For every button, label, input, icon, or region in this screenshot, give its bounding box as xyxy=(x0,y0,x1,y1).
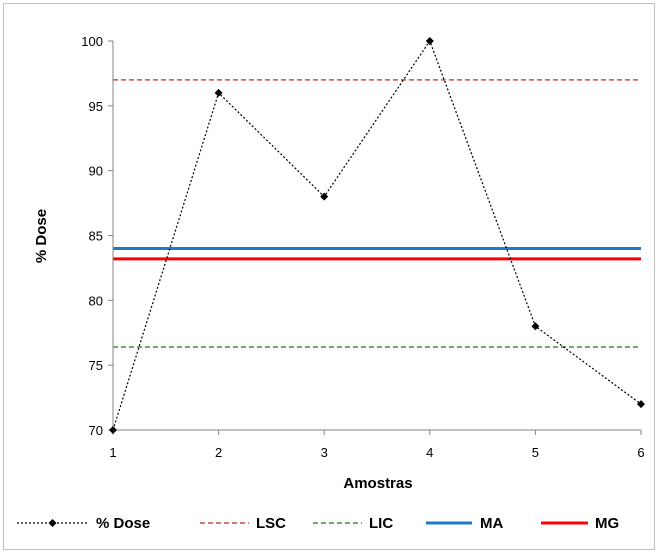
legend-label: % Dose xyxy=(96,515,150,532)
y-tick-label: 70 xyxy=(89,423,103,438)
reference-lines xyxy=(113,79,641,348)
legend-item-lsc: LSC xyxy=(200,515,286,532)
dose-point xyxy=(637,400,645,409)
legend-label: MG xyxy=(595,515,619,532)
chart-frame xyxy=(3,3,655,550)
dose-point xyxy=(320,192,329,201)
dose-point xyxy=(531,322,540,331)
x-tick-label: 3 xyxy=(321,445,328,460)
legend: % Dose LSC LIC MA MG xyxy=(17,515,619,532)
legend-label: LIC xyxy=(369,515,393,532)
legend-item-ma: MA xyxy=(426,515,503,532)
dose-point xyxy=(425,37,434,45)
dose-line xyxy=(112,39,642,431)
x-axis-title: Amostras xyxy=(343,475,412,492)
legend-label: LSC xyxy=(256,515,286,532)
x-tick-label: 2 xyxy=(215,445,222,460)
legend-marker xyxy=(48,519,57,527)
dose-point xyxy=(109,426,117,434)
y-tick-label: 100 xyxy=(81,34,103,49)
y-tick-label: 95 xyxy=(89,99,103,114)
legend-item-lic: LIC xyxy=(313,515,393,532)
dose-series xyxy=(109,37,645,434)
x-tick-label: 4 xyxy=(426,445,433,460)
legend-item-mg: MG xyxy=(541,515,619,532)
y-axis-title: % Dose xyxy=(33,209,50,263)
dose-point xyxy=(214,88,223,97)
y-tick-label: 85 xyxy=(89,229,103,244)
x-tick-label: 5 xyxy=(532,445,539,460)
axes: 70 75 80 85 90 95 100 1 2 3 4 5 6 xyxy=(81,34,644,460)
y-tick-label: 75 xyxy=(89,358,103,373)
legend-item-dose: % Dose xyxy=(17,515,150,532)
x-tick-label: 1 xyxy=(109,445,116,460)
y-tick-label: 80 xyxy=(89,293,103,308)
x-tick-label: 6 xyxy=(637,445,644,460)
y-tick-label: 90 xyxy=(89,164,103,179)
legend-label: MA xyxy=(480,515,503,532)
